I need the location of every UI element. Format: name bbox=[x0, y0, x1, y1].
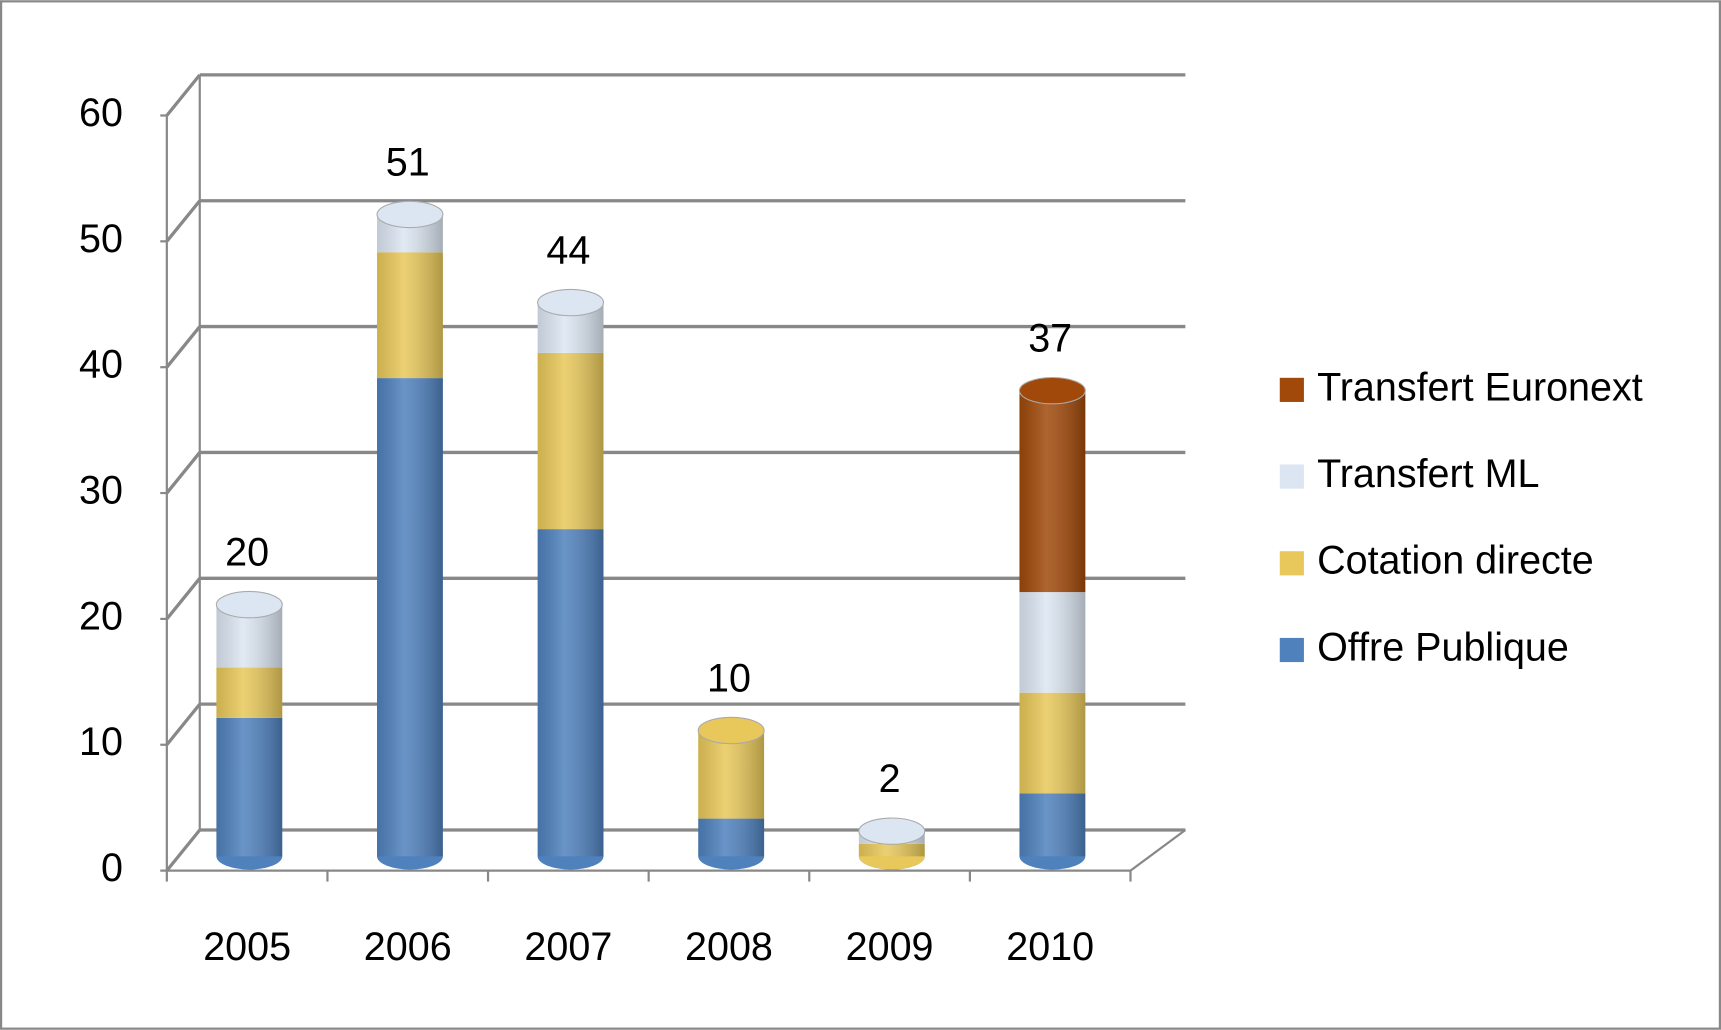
total-label: 37 bbox=[1028, 317, 1072, 361]
bar-top bbox=[1018, 376, 1086, 405]
legend-swatch bbox=[1279, 551, 1304, 576]
x-tick-label: 2008 bbox=[685, 925, 773, 969]
bar-top bbox=[215, 590, 283, 619]
floor-edge bbox=[1129, 829, 1187, 872]
x-tick-label: 2009 bbox=[846, 925, 934, 969]
grid-line bbox=[165, 73, 202, 117]
bar-shade bbox=[537, 352, 604, 530]
bar-shade bbox=[1019, 592, 1086, 693]
legend-label: Offre Publique bbox=[1317, 625, 1569, 669]
bar-shade bbox=[698, 730, 765, 819]
x-tick-label: 2010 bbox=[1006, 925, 1094, 969]
y-tick-label: 60 bbox=[79, 91, 123, 135]
bar-top bbox=[537, 288, 605, 317]
bar-shade bbox=[377, 378, 443, 857]
y-tick-label: 30 bbox=[79, 468, 123, 512]
y-tick-label: 0 bbox=[101, 846, 123, 890]
bar-shade bbox=[377, 252, 443, 379]
bar-shade bbox=[1019, 692, 1086, 794]
total-label: 51 bbox=[386, 141, 430, 185]
legend-label: Cotation directe bbox=[1317, 539, 1594, 583]
grid-line bbox=[165, 451, 202, 495]
bar-top bbox=[858, 817, 926, 845]
total-label: 2 bbox=[879, 757, 901, 801]
legend-label: Transfert Euronext bbox=[1317, 365, 1643, 409]
grid-line bbox=[165, 828, 202, 872]
legend-label: Transfert ML bbox=[1317, 452, 1539, 496]
y-tick-label: 10 bbox=[79, 720, 123, 764]
x-tick-label: 2006 bbox=[364, 925, 452, 969]
legend-swatch bbox=[1279, 377, 1304, 402]
y-tick-label: 20 bbox=[79, 594, 123, 638]
bar-top bbox=[376, 200, 444, 229]
bar-shade bbox=[537, 529, 604, 857]
total-label: 10 bbox=[707, 657, 751, 701]
bar-shade bbox=[216, 717, 283, 857]
grid-line bbox=[165, 577, 202, 620]
bar-shade bbox=[1019, 793, 1086, 857]
legend-swatch bbox=[1279, 637, 1304, 663]
x-tick-label: 2007 bbox=[524, 925, 612, 969]
bar-top bbox=[697, 716, 765, 745]
grid-line bbox=[165, 199, 202, 243]
bar-shade bbox=[858, 843, 925, 857]
grid-line bbox=[165, 325, 202, 369]
x-tick-label: 2005 bbox=[203, 925, 291, 969]
total-label: 44 bbox=[546, 229, 590, 273]
bar-shade bbox=[1019, 390, 1086, 593]
bar-shade bbox=[216, 667, 283, 718]
grid-line bbox=[165, 703, 202, 746]
y-tick-label: 50 bbox=[79, 217, 123, 261]
total-label: 20 bbox=[225, 531, 269, 575]
legend-swatch bbox=[1279, 464, 1304, 489]
bar-shade bbox=[698, 818, 765, 857]
y-tick-label: 40 bbox=[79, 343, 123, 387]
